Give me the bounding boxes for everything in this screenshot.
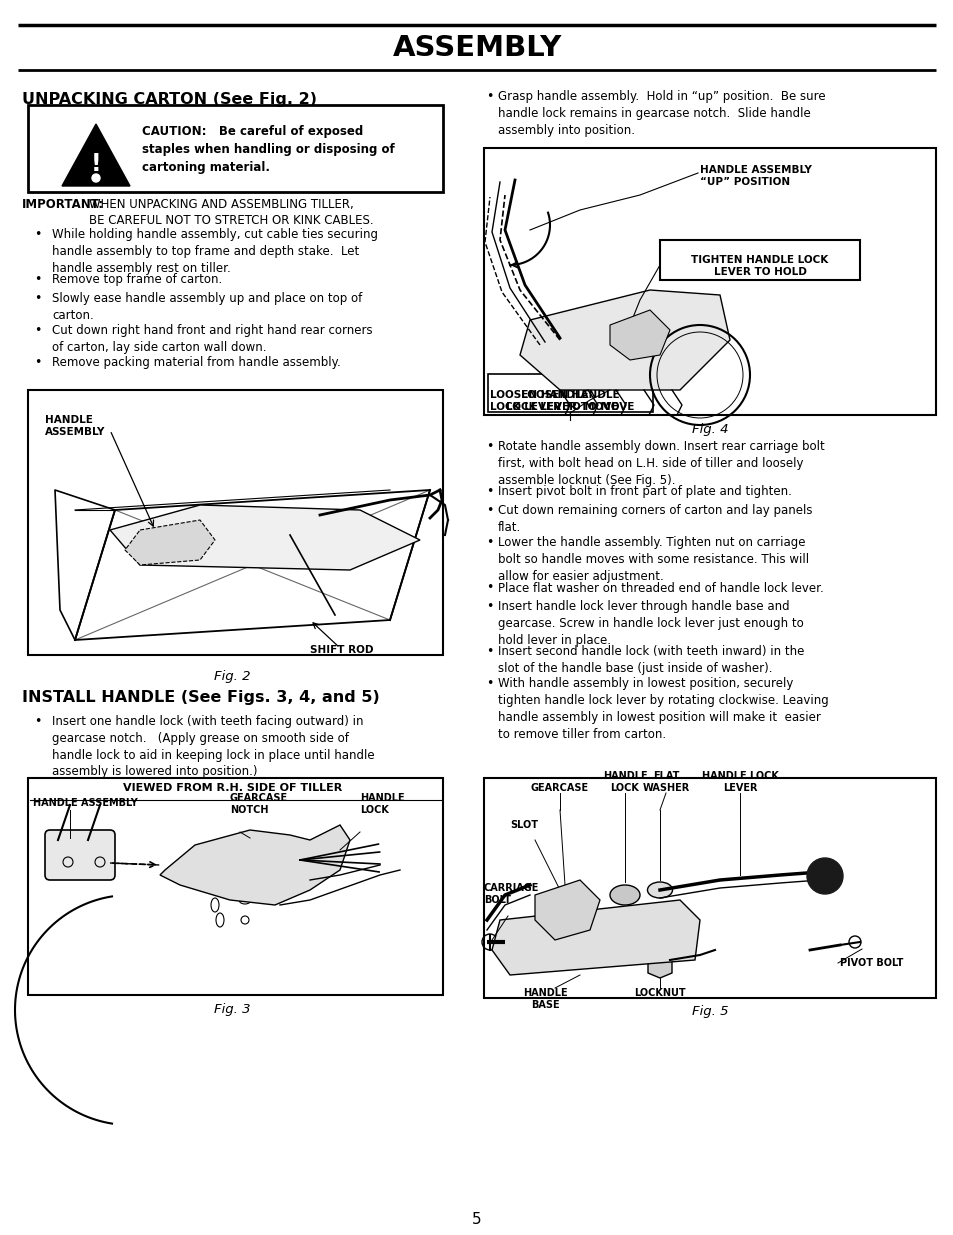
Text: •: •: [34, 291, 42, 305]
Text: SHIFT ROD: SHIFT ROD: [310, 645, 374, 655]
Text: HANDLE LOCK
LEVER: HANDLE LOCK LEVER: [700, 772, 778, 793]
Text: LOCKNUT: LOCKNUT: [634, 988, 685, 998]
Text: SLOT: SLOT: [510, 820, 537, 830]
Text: HANDLE
LOCK: HANDLE LOCK: [602, 772, 647, 793]
Polygon shape: [535, 881, 599, 940]
Text: VIEWED FROM R.H. SIDE OF TILLER: VIEWED FROM R.H. SIDE OF TILLER: [123, 783, 342, 793]
Text: •: •: [34, 273, 42, 287]
FancyBboxPatch shape: [28, 778, 442, 995]
Text: •: •: [34, 356, 42, 369]
Text: !: !: [91, 152, 101, 177]
Text: HANDLE ASSEMBLY
“UP” POSITION: HANDLE ASSEMBLY “UP” POSITION: [700, 165, 811, 186]
Text: Grasp handle assembly.  Hold in “up” position.  Be sure
handle lock remains in g: Grasp handle assembly. Hold in “up” posi…: [497, 90, 824, 137]
Text: LOOSEN HANDLE
LOCK LEVER TO MOVE: LOOSEN HANDLE LOCK LEVER TO MOVE: [505, 390, 634, 411]
Text: HANDLE ASSEMBLY: HANDLE ASSEMBLY: [32, 798, 137, 808]
Text: Rotate handle assembly down. Insert rear carriage bolt
first, with bolt head on : Rotate handle assembly down. Insert rear…: [497, 440, 824, 487]
Text: TIGHTEN HANDLE LOCK
LEVER TO HOLD: TIGHTEN HANDLE LOCK LEVER TO HOLD: [691, 254, 828, 278]
Text: CAUTION:   Be careful of exposed
staples when handling or disposing of
cartoning: CAUTION: Be careful of exposed staples w…: [142, 125, 395, 174]
Text: CARRIAGE
BOLT: CARRIAGE BOLT: [483, 883, 538, 905]
Text: Fig. 4: Fig. 4: [691, 424, 727, 436]
Text: HANDLE
LOCK: HANDLE LOCK: [359, 793, 404, 815]
Text: INSTALL HANDLE (See Figs. 3, 4, and 5): INSTALL HANDLE (See Figs. 3, 4, and 5): [22, 690, 379, 705]
Ellipse shape: [647, 882, 672, 898]
Text: •: •: [486, 536, 493, 550]
Text: •: •: [486, 90, 493, 103]
Text: LOOSEN HANDLE
LOCK LEVER TO MOVE: LOOSEN HANDLE LOCK LEVER TO MOVE: [490, 390, 618, 411]
Text: HANDLE
ASSEMBLY: HANDLE ASSEMBLY: [45, 415, 105, 437]
Text: FLAT
WASHER: FLAT WASHER: [641, 772, 689, 793]
FancyBboxPatch shape: [28, 390, 442, 655]
FancyBboxPatch shape: [488, 374, 652, 412]
Text: Fig. 5: Fig. 5: [691, 1005, 727, 1018]
Text: •: •: [34, 715, 42, 727]
Text: Remove packing material from handle assembly.: Remove packing material from handle asse…: [52, 356, 340, 369]
Ellipse shape: [609, 885, 639, 905]
Text: Fig. 3: Fig. 3: [214, 1003, 251, 1016]
Polygon shape: [492, 900, 700, 974]
Text: Fig. 2: Fig. 2: [214, 671, 251, 683]
Circle shape: [806, 858, 842, 894]
Text: Insert one handle lock (with teeth facing outward) in
gearcase notch.   (Apply g: Insert one handle lock (with teeth facin…: [52, 715, 375, 778]
Polygon shape: [519, 290, 729, 390]
Polygon shape: [647, 955, 671, 978]
Text: •: •: [34, 324, 42, 337]
FancyBboxPatch shape: [28, 105, 442, 191]
FancyBboxPatch shape: [483, 778, 935, 998]
Polygon shape: [160, 825, 350, 905]
Text: Slowly ease handle assembly up and place on top of
carton.: Slowly ease handle assembly up and place…: [52, 291, 362, 322]
Text: •: •: [486, 440, 493, 453]
Text: Lower the handle assembly. Tighten nut on carriage
bolt so handle moves with som: Lower the handle assembly. Tighten nut o…: [497, 536, 808, 583]
Text: Remove top frame of carton.: Remove top frame of carton.: [52, 273, 222, 287]
Text: Insert second handle lock (with teeth inward) in the
slot of the handle base (ju: Insert second handle lock (with teeth in…: [497, 646, 803, 676]
Text: UNPACKING CARTON (See Fig. 2): UNPACKING CARTON (See Fig. 2): [22, 91, 316, 107]
Text: •: •: [486, 678, 493, 690]
Text: •: •: [486, 646, 493, 658]
Text: •: •: [486, 485, 493, 499]
Text: •: •: [486, 600, 493, 613]
Text: HANDLE
BASE: HANDLE BASE: [522, 988, 567, 1009]
Text: Cut down remaining corners of carton and lay panels
flat.: Cut down remaining corners of carton and…: [497, 504, 812, 534]
Text: While holding handle assembly, cut cable ties securing
handle assembly to top fr: While holding handle assembly, cut cable…: [52, 228, 377, 274]
Text: GEARCASE
NOTCH: GEARCASE NOTCH: [230, 793, 288, 815]
Text: Cut down right hand front and right hand rear corners
of carton, lay side carton: Cut down right hand front and right hand…: [52, 324, 373, 353]
Polygon shape: [609, 310, 669, 359]
FancyBboxPatch shape: [45, 830, 115, 881]
Text: 5: 5: [472, 1213, 481, 1228]
Text: Place flat washer on threaded end of handle lock lever.: Place flat washer on threaded end of han…: [497, 582, 822, 594]
Circle shape: [91, 174, 100, 182]
Text: Insert handle lock lever through handle base and
gearcase. Screw in handle lock : Insert handle lock lever through handle …: [497, 600, 803, 647]
Text: GEARCASE: GEARCASE: [531, 783, 588, 793]
Text: •: •: [486, 582, 493, 594]
Text: Insert pivot bolt in front part of plate and tighten.: Insert pivot bolt in front part of plate…: [497, 485, 791, 499]
FancyBboxPatch shape: [659, 240, 859, 280]
Text: •: •: [486, 504, 493, 517]
FancyBboxPatch shape: [483, 148, 935, 415]
Text: PIVOT BOLT: PIVOT BOLT: [840, 958, 902, 968]
Text: IMPORTANT:: IMPORTANT:: [22, 198, 104, 211]
Polygon shape: [110, 505, 419, 571]
Text: WHEN UNPACKING AND ASSEMBLING TILLER,
BE CAREFUL NOT TO STRETCH OR KINK CABLES.: WHEN UNPACKING AND ASSEMBLING TILLER, BE…: [89, 198, 374, 227]
Text: With handle assembly in lowest position, securely
tighten handle lock lever by r: With handle assembly in lowest position,…: [497, 678, 828, 741]
Text: •: •: [34, 228, 42, 241]
Polygon shape: [125, 520, 214, 564]
Polygon shape: [62, 124, 130, 186]
Text: ASSEMBLY: ASSEMBLY: [392, 35, 561, 62]
